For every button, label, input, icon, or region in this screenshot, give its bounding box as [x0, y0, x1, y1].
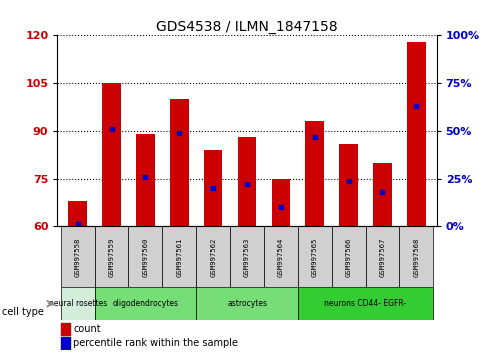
Text: GSM997560: GSM997560 — [142, 237, 148, 276]
Bar — [196, 226, 230, 287]
Bar — [129, 226, 162, 287]
Text: GSM997565: GSM997565 — [312, 237, 318, 276]
Bar — [373, 163, 392, 226]
Text: GSM997561: GSM997561 — [176, 237, 182, 276]
Bar — [230, 226, 264, 287]
Text: GSM997563: GSM997563 — [244, 237, 250, 276]
Bar — [298, 226, 332, 287]
Text: GSM997567: GSM997567 — [379, 237, 385, 276]
Text: neural rosettes: neural rosettes — [48, 299, 107, 308]
Text: astrocytes: astrocytes — [227, 299, 267, 308]
Text: GSM997562: GSM997562 — [210, 237, 216, 276]
Text: oligodendrocytes: oligodendrocytes — [112, 299, 179, 308]
Title: GDS4538 / ILMN_1847158: GDS4538 / ILMN_1847158 — [156, 21, 338, 34]
Bar — [95, 226, 129, 287]
Text: GSM997564: GSM997564 — [278, 237, 284, 276]
Bar — [95, 287, 196, 320]
Bar — [399, 226, 433, 287]
Bar — [61, 226, 95, 287]
Bar — [61, 323, 69, 335]
Bar — [407, 42, 426, 226]
Bar — [61, 337, 69, 349]
Text: GSM997566: GSM997566 — [346, 237, 352, 276]
Bar — [196, 287, 298, 320]
Bar — [332, 226, 365, 287]
Bar — [204, 150, 223, 226]
Bar — [136, 134, 155, 226]
Text: percentile rank within the sample: percentile rank within the sample — [73, 338, 239, 348]
Bar — [238, 137, 256, 226]
Text: count: count — [73, 324, 101, 334]
Bar — [170, 99, 189, 226]
Text: cell type: cell type — [2, 307, 44, 317]
Bar — [68, 201, 87, 226]
Text: GSM997568: GSM997568 — [413, 237, 419, 276]
Bar — [162, 226, 196, 287]
Bar — [339, 144, 358, 226]
Bar — [271, 179, 290, 226]
Bar — [61, 287, 95, 320]
Text: GSM997559: GSM997559 — [109, 237, 115, 276]
Bar — [102, 83, 121, 226]
Bar — [264, 226, 298, 287]
Bar — [298, 287, 433, 320]
Bar — [365, 226, 399, 287]
Bar — [305, 121, 324, 226]
Text: neurons CD44- EGFR-: neurons CD44- EGFR- — [324, 299, 407, 308]
Text: GSM997558: GSM997558 — [75, 237, 81, 276]
